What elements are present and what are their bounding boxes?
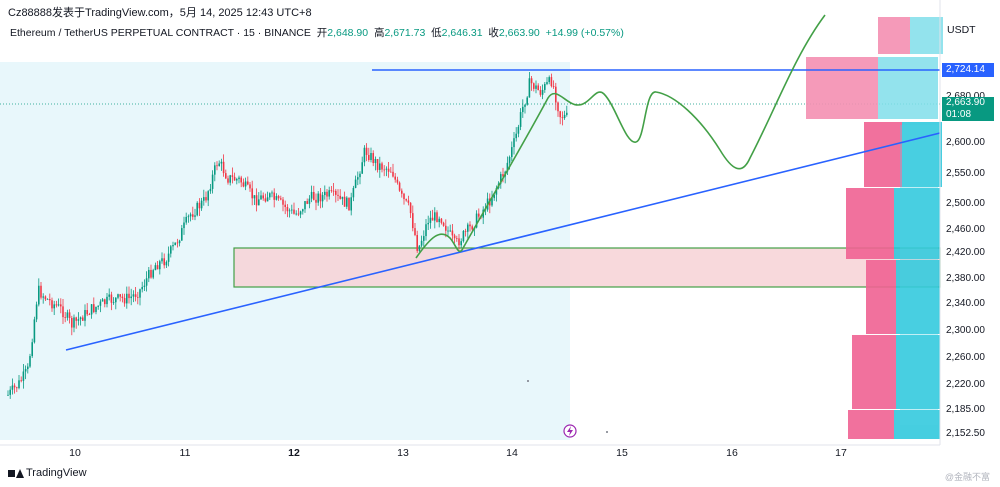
open-label: 开 — [316, 27, 328, 39]
time-label: 16 — [726, 447, 738, 459]
price-level-label: 2,550.00 — [946, 168, 985, 179]
time-label: 13 — [397, 447, 409, 459]
projection-path[interactable] — [415, 14, 826, 259]
resistance-price-tag: 2,724.14 — [942, 63, 994, 77]
open-value: 2,648.90 — [327, 27, 369, 39]
lightning-icon[interactable] — [563, 424, 577, 438]
time-label: 10 — [69, 447, 81, 459]
price-level-label: 2,420.00 — [946, 247, 985, 258]
price-level-label: 2,300.00 — [946, 325, 985, 336]
bar-countdown: 01:08 — [946, 109, 972, 120]
price-level-label: 2,185.00 — [946, 404, 985, 415]
close-label: 收 — [488, 27, 499, 39]
tradingview-logo[interactable]: TradingView — [8, 467, 87, 479]
watermark: @金融不富 — [944, 472, 990, 482]
high-value: 2,671.73 — [384, 27, 426, 39]
price-axis[interactable]: 2,680.00 2,600.00 2,550.00 2,500.00 2,460.00… — [946, 91, 985, 439]
current-price-value: 2,663.90 — [946, 97, 985, 108]
high-label: 高 — [373, 27, 385, 39]
volume-profile — [806, 17, 943, 439]
tradingview-logo-icon — [8, 468, 24, 478]
close-value: 2,663.90 — [498, 27, 540, 39]
time-label: 17 — [835, 447, 847, 459]
time-axis[interactable]: 10 11 12 13 14 15 16 17 — [69, 447, 847, 459]
price-level-label: 2,380.00 — [946, 273, 985, 284]
brand-name: TradingView — [26, 467, 87, 479]
demand-zone[interactable] — [233, 247, 941, 288]
price-level-label: 2,340.00 — [946, 298, 985, 309]
event-dot — [606, 431, 608, 433]
symbol-info-bar: Ethereum / TetherUS PERPETUAL CONTRACT ·… — [8, 24, 628, 42]
author-line: Cz88888发表于TradingView.com，5月 14, 2025 12… — [8, 7, 312, 19]
time-label: 14 — [506, 447, 518, 459]
price-level-label: 2,500.00 — [946, 198, 985, 209]
time-label: 15 — [616, 447, 628, 459]
price-level-label: 2,260.00 — [946, 352, 985, 363]
trendline[interactable] — [65, 132, 941, 351]
time-label: 11 — [180, 447, 191, 459]
price-level-label: 2,600.00 — [946, 137, 985, 148]
event-dot — [527, 380, 529, 382]
low-value: 2,646.31 — [441, 27, 483, 39]
currency-unit[interactable]: USDT — [947, 24, 976, 36]
symbol-title[interactable]: Ethereum / TetherUS PERPETUAL CONTRACT ·… — [10, 27, 311, 39]
low-label: 低 — [431, 27, 442, 39]
time-label: 12 — [288, 447, 300, 459]
price-level-label: 2,220.00 — [946, 379, 985, 390]
change-value: +14.99 (+0.57%) — [545, 27, 624, 39]
price-level-label: 2,460.00 — [946, 224, 985, 235]
price-level-label: 2,680.00 — [946, 91, 985, 102]
price-level-label: 2,152.50 — [946, 428, 985, 439]
current-price-tag: 2,663.90 01:08 — [942, 97, 994, 121]
